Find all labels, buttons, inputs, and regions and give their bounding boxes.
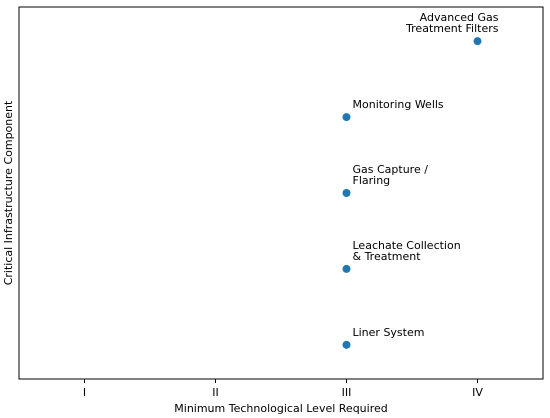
data-point-label-line: Gas Capture / bbox=[353, 163, 429, 176]
data-point-labels: Liner System Leachate Collection & Treatme… bbox=[353, 11, 499, 339]
x-axis-label: Minimum Technological Level Required bbox=[174, 402, 387, 415]
data-point bbox=[473, 37, 482, 46]
data-points bbox=[342, 37, 482, 349]
x-tick-label: I bbox=[83, 386, 86, 399]
data-point bbox=[342, 113, 351, 122]
data-point bbox=[342, 189, 351, 197]
data-point-label-line: Leachate Collection bbox=[353, 239, 461, 252]
x-axis-ticks: I II III IV bbox=[83, 379, 483, 399]
data-point-label: Liner System bbox=[353, 326, 425, 339]
data-point bbox=[342, 340, 351, 349]
data-point-label-line: & Treatment bbox=[353, 250, 422, 263]
data-point-label-line: Liner System bbox=[353, 326, 425, 339]
data-point-label-line: Advanced Gas bbox=[420, 11, 499, 24]
data-point-label: Gas Capture / Flaring bbox=[353, 163, 429, 187]
y-axis-label: Critical Infrastructure Component bbox=[2, 100, 15, 285]
data-point-label-line: Monitoring Wells bbox=[353, 98, 444, 111]
x-tick-label: III bbox=[342, 386, 352, 399]
data-point bbox=[342, 264, 351, 273]
data-point-label: Monitoring Wells bbox=[353, 98, 444, 111]
x-tick-label: II bbox=[212, 386, 219, 399]
plot-area bbox=[18, 6, 544, 380]
x-tick-label: IV bbox=[472, 386, 483, 399]
data-point-label-line: Flaring bbox=[353, 174, 391, 187]
data-point-label-line: Treatment Filters bbox=[405, 22, 499, 35]
data-point-label: Leachate Collection & Treatment bbox=[353, 239, 461, 263]
data-point-label: Advanced Gas Treatment Filters bbox=[405, 11, 499, 35]
